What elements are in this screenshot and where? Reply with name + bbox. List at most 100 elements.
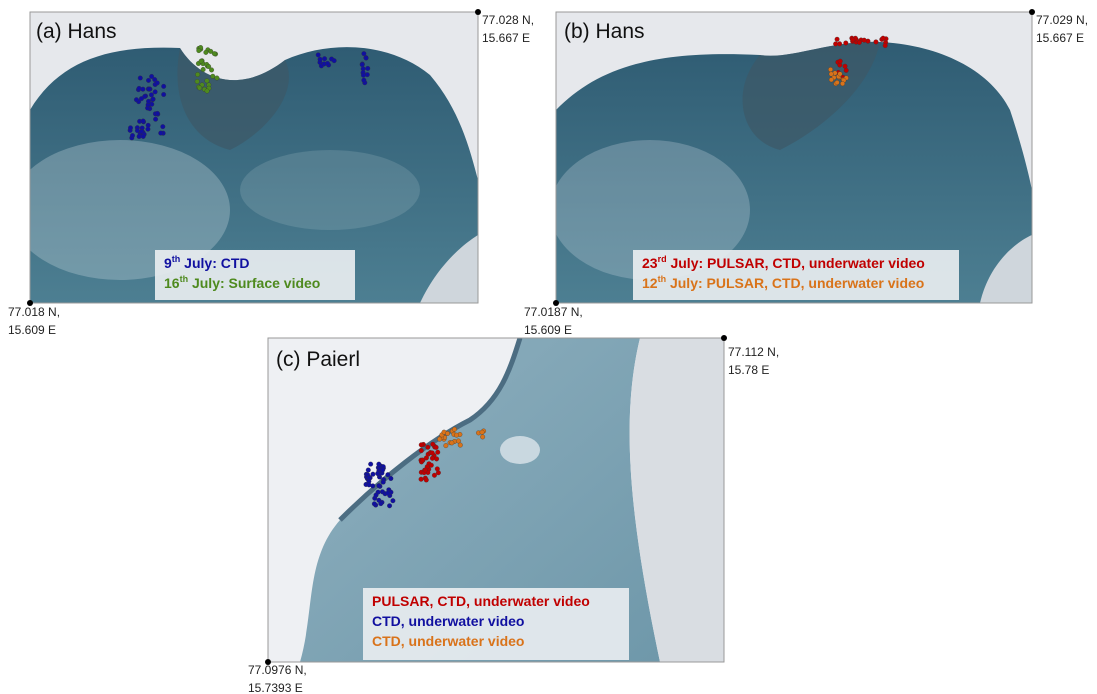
track-point <box>195 72 200 77</box>
track-point <box>197 48 202 53</box>
track-point <box>850 38 855 43</box>
track-point <box>377 483 382 488</box>
track-point <box>161 92 166 97</box>
track-point <box>141 119 146 124</box>
track-point <box>138 76 143 81</box>
track-point <box>429 463 434 468</box>
track-point <box>837 42 842 47</box>
legend-text: July: CTD <box>180 255 249 271</box>
track-point <box>151 97 156 102</box>
track-point <box>322 56 327 61</box>
track-point <box>454 433 459 438</box>
track-point <box>423 468 428 473</box>
coordinate: 77.0187 N, <box>524 305 583 319</box>
track-point <box>844 68 849 73</box>
track-point <box>134 97 139 102</box>
track-point <box>365 66 370 71</box>
track-point <box>210 74 215 79</box>
legend-text: th <box>180 274 189 284</box>
track-point <box>480 430 485 435</box>
track-point <box>840 81 845 86</box>
legend-text: July: Surface video <box>188 275 320 291</box>
track-point <box>430 442 435 447</box>
track-point <box>199 59 204 64</box>
legend-text: 12 <box>642 275 658 291</box>
track-point <box>389 476 394 481</box>
track-point <box>828 67 833 72</box>
track-point <box>419 477 424 482</box>
track-point <box>153 90 158 95</box>
track-point <box>435 467 440 472</box>
track-point <box>209 68 214 73</box>
track-point <box>450 441 455 446</box>
track-point <box>445 431 450 436</box>
legend-entry: 23rd July: PULSAR, CTD, underwater video <box>642 254 925 271</box>
track-point <box>372 502 377 507</box>
track-point <box>426 445 431 450</box>
track-point <box>386 472 391 477</box>
track-point <box>149 74 154 79</box>
corner-marker <box>1029 9 1035 15</box>
track-point <box>420 458 425 463</box>
track-point <box>835 37 840 42</box>
track-point <box>318 57 323 62</box>
legend-entry: CTD, underwater video <box>372 633 524 649</box>
track-point <box>130 133 135 138</box>
legend-text: July: PULSAR, CTD, underwater video <box>667 255 925 271</box>
track-point <box>386 491 391 496</box>
track-point <box>387 503 392 508</box>
track-point <box>391 498 396 503</box>
track-point <box>215 76 220 81</box>
track-point <box>424 478 429 483</box>
track-point <box>158 131 163 136</box>
coordinate: 77.018 N, <box>8 305 60 319</box>
legend-text: 23 <box>642 255 658 271</box>
track-point <box>155 111 160 116</box>
track-point <box>161 124 166 129</box>
track-point <box>835 80 840 85</box>
track-point <box>204 50 209 55</box>
track-point <box>419 448 424 453</box>
track-point <box>153 117 158 122</box>
legend-text: PULSAR, CTD, underwater video <box>372 593 590 609</box>
track-point <box>829 72 834 77</box>
coordinate: 15.609 E <box>524 323 572 337</box>
coordinate: 77.112 N, <box>728 345 779 359</box>
corner-marker <box>721 335 727 341</box>
track-point <box>456 439 461 444</box>
legend-text: CTD, underwater video <box>372 613 524 629</box>
track-point <box>205 78 210 83</box>
track-point <box>368 462 373 467</box>
coordinate: 77.0976 N, <box>248 663 307 677</box>
track-point <box>883 43 888 48</box>
track-point <box>437 437 442 442</box>
track-point <box>367 483 372 488</box>
coordinate: 15.667 E <box>482 31 530 45</box>
track-point <box>881 36 886 41</box>
coordinate: 15.609 E <box>8 323 56 337</box>
track-point <box>137 134 142 139</box>
track-point <box>362 78 367 83</box>
track-point <box>432 473 437 478</box>
track-point <box>374 493 379 498</box>
track-point <box>208 49 213 54</box>
track-point <box>205 89 210 94</box>
track-point <box>843 41 848 46</box>
corner-marker <box>475 9 481 15</box>
legend-text: th <box>658 274 667 284</box>
track-point <box>332 58 337 63</box>
track-point <box>419 443 424 448</box>
track-point <box>444 443 449 448</box>
track-point <box>195 79 200 84</box>
track-point <box>480 435 485 440</box>
track-point <box>838 59 843 64</box>
coordinate: 15.667 E <box>1036 31 1084 45</box>
coordinate: 77.029 N, <box>1036 13 1088 27</box>
track-point <box>377 498 382 503</box>
track-point <box>146 78 151 83</box>
track-point <box>128 126 133 131</box>
legend-entry: CTD, underwater video <box>372 613 524 629</box>
track-point <box>155 81 160 86</box>
track-point <box>843 64 848 69</box>
track-point <box>381 480 386 485</box>
